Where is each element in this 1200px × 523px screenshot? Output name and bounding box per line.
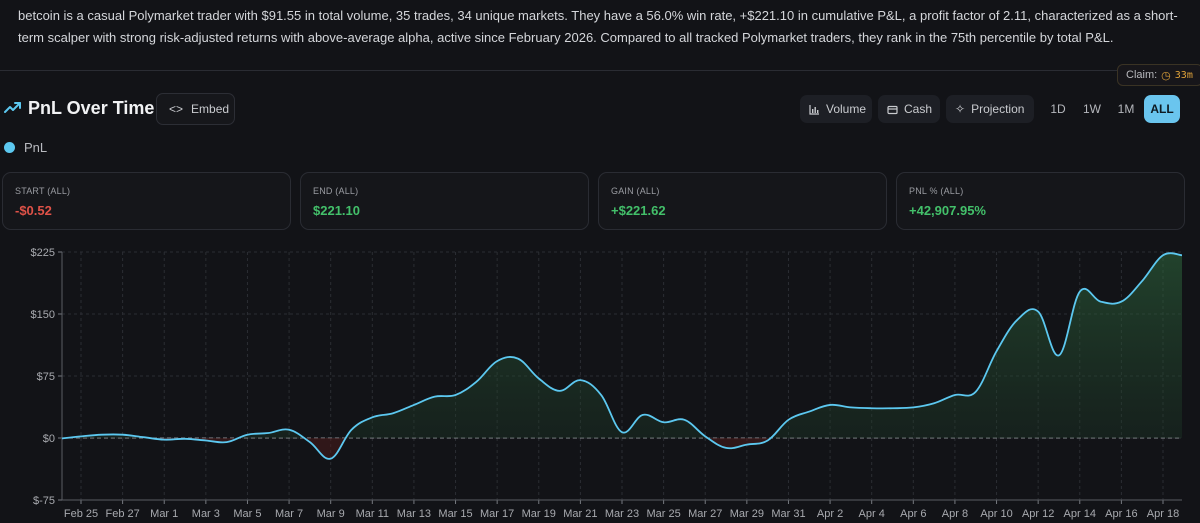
stat-value: +42,907.95% bbox=[909, 203, 986, 218]
claim-label: Claim: bbox=[1126, 69, 1158, 81]
embed-label: Embed bbox=[191, 102, 230, 116]
trending-up-icon bbox=[4, 102, 21, 113]
stat-card-pnl-pct: PNL % (ALL) +42,907.95% bbox=[896, 172, 1185, 230]
stat-value: +$221.62 bbox=[611, 203, 666, 218]
x-tick-label: Mar 31 bbox=[771, 508, 805, 520]
y-tick-label: $150 bbox=[31, 309, 55, 321]
period-1d[interactable]: 1D bbox=[1050, 102, 1066, 116]
stat-card-start: START (ALL) -$0.52 bbox=[2, 172, 291, 230]
chart-title: PnL Over Time bbox=[28, 98, 155, 118]
x-tick-label: Mar 19 bbox=[522, 508, 556, 520]
x-tick-label: Mar 7 bbox=[275, 508, 303, 520]
x-tick-label: Mar 17 bbox=[480, 508, 514, 520]
chart-legend: PnL bbox=[4, 140, 47, 155]
pnl-series-line bbox=[61, 252, 1183, 460]
volume-button[interactable]: Volume bbox=[800, 95, 872, 123]
x-tick-label: Apr 16 bbox=[1105, 508, 1137, 520]
x-tick-label: Mar 23 bbox=[605, 508, 639, 520]
x-tick-label: Apr 2 bbox=[817, 508, 843, 520]
claim-timer: 33m bbox=[1174, 69, 1193, 81]
x-tick-label: Apr 18 bbox=[1147, 508, 1179, 520]
period-1w[interactable]: 1W bbox=[1083, 102, 1101, 116]
x-tick-label: Mar 5 bbox=[233, 508, 261, 520]
x-tick-label: Mar 27 bbox=[688, 508, 722, 520]
stat-label: PNL % (ALL) bbox=[909, 186, 964, 196]
x-tick-label: Mar 11 bbox=[356, 508, 389, 520]
x-tick-label: Apr 14 bbox=[1064, 508, 1096, 520]
x-tick-label: Mar 21 bbox=[563, 508, 597, 520]
x-tick-label: Feb 25 bbox=[64, 508, 98, 520]
volume-label: Volume bbox=[826, 102, 867, 116]
x-tick-label: Mar 29 bbox=[730, 508, 764, 520]
y-tick-label: $225 bbox=[31, 247, 55, 259]
legend-label: PnL bbox=[24, 140, 48, 155]
y-tick-label: $75 bbox=[37, 371, 55, 383]
pnl-chart[interactable]: $225 $150 $75 $0 $-75 Feb 25 Feb 27 Mar 1 Mar 3 M… bbox=[0, 238, 1200, 523]
x-tick-label: Mar 3 bbox=[192, 508, 220, 520]
section-divider bbox=[0, 70, 1200, 71]
stat-card-end: END (ALL) $221.10 bbox=[300, 172, 589, 230]
projection-button[interactable]: ✧ Projection bbox=[946, 95, 1034, 123]
wallet-icon bbox=[887, 105, 898, 114]
y-tick-label: $0 bbox=[43, 433, 55, 445]
x-tick-label: Feb 27 bbox=[105, 508, 139, 520]
summary-text: betcoin is a casual Polymarket trader wi… bbox=[18, 8, 1178, 45]
stat-label: END (ALL) bbox=[313, 186, 359, 196]
code-icon: <> bbox=[169, 102, 184, 116]
period-all[interactable]: ALL bbox=[1144, 95, 1180, 123]
x-tick-label: Apr 4 bbox=[859, 508, 885, 520]
clock-icon: ◷ bbox=[1161, 69, 1171, 82]
stat-label: START (ALL) bbox=[15, 186, 71, 196]
projection-label: Projection bbox=[971, 102, 1025, 116]
legend-dot bbox=[4, 142, 15, 153]
cash-button[interactable]: Cash bbox=[878, 95, 940, 123]
x-tick-label: Mar 13 bbox=[397, 508, 431, 520]
pnl-area-positive bbox=[62, 253, 1182, 438]
stat-card-gain: GAIN (ALL) +$221.62 bbox=[598, 172, 887, 230]
x-tick-label: Apr 12 bbox=[1022, 508, 1054, 520]
stat-label: GAIN (ALL) bbox=[611, 186, 660, 196]
x-tick-label: Mar 9 bbox=[317, 508, 345, 520]
embed-button[interactable]: <> Embed bbox=[156, 93, 235, 125]
x-tick-label: Apr 8 bbox=[942, 508, 968, 520]
cash-label: Cash bbox=[904, 102, 933, 116]
x-tick-label: Mar 25 bbox=[646, 508, 680, 520]
period-1m[interactable]: 1M bbox=[1117, 102, 1135, 116]
bar-chart-icon bbox=[809, 104, 819, 115]
x-tick-label: Apr 10 bbox=[980, 508, 1012, 520]
stat-value: $221.10 bbox=[313, 203, 360, 218]
stat-value: -$0.52 bbox=[15, 203, 52, 218]
sparkle-icon: ✧ bbox=[955, 102, 966, 116]
chart-header: PnL Over Time <> Embed Volume Cash ✧ Pro… bbox=[0, 92, 1200, 126]
x-tick-label: Apr 6 bbox=[900, 508, 926, 520]
y-tick-label: $-75 bbox=[33, 495, 55, 507]
claim-badge[interactable]: Claim: ◷ 33m bbox=[1117, 64, 1200, 86]
x-tick-label: Mar 1 bbox=[150, 508, 178, 520]
x-tick-label: Mar 15 bbox=[438, 508, 472, 520]
